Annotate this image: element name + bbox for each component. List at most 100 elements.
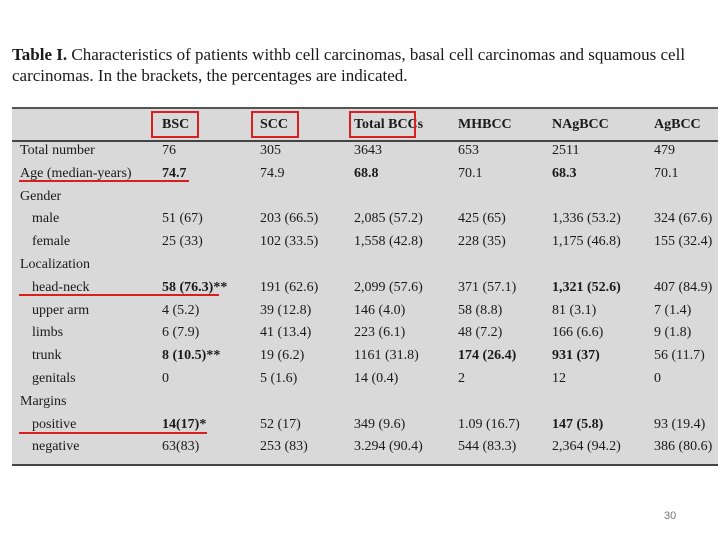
table-cell: 3643 — [354, 143, 382, 158]
table-cell: 425 (65) — [458, 211, 506, 227]
table-header-rule — [12, 140, 718, 142]
table-cell: 6 (7.9) — [162, 325, 200, 341]
table-cell: 2,085 (57.2) — [354, 211, 423, 227]
col-header-mhbcc: MHBCC — [458, 117, 512, 132]
table-cell: 14(17)* — [162, 416, 207, 432]
row-label: positive — [32, 416, 77, 432]
table-cell: 147 (5.8) — [552, 416, 604, 432]
table-row: Gender — [12, 187, 718, 210]
col-header-agbcc: AgBCC — [654, 117, 701, 132]
table-cell: 2 — [458, 371, 465, 386]
table-row: head-neck 58 (76.3)** 191 (62.6) 2,099 (57.… — [12, 278, 718, 301]
table-cell: 1.09 (16.7) — [458, 416, 520, 432]
page-number: 30 — [664, 510, 677, 522]
table-cell: 0 — [654, 371, 661, 386]
table-cell: 1,558 (42.8) — [354, 234, 423, 250]
table-cell: 7 (1.4) — [654, 302, 692, 318]
table-row: upper arm 4 (5.2) 39 (12.8) 146 (4.0) 58 (8.… — [12, 301, 718, 324]
table-cell: 41 (13.4) — [260, 325, 312, 341]
table-cell: 9 (1.8) — [654, 325, 692, 341]
table-cell: 74.9 — [260, 165, 285, 181]
table-top-rule — [12, 107, 718, 109]
row-label: Age (median-years) — [20, 165, 132, 181]
table-cell: 81 (3.1) — [552, 302, 597, 318]
table-cell: 52 (17) — [260, 416, 301, 432]
row-label: limbs — [32, 325, 64, 341]
table-cell: 166 (6.6) — [552, 325, 604, 341]
table-cell: 68.3 — [552, 165, 577, 181]
table-cell: 1161 (31.8) — [354, 348, 419, 364]
table-cell: 14 (0.4) — [354, 371, 399, 386]
table-row: male 51 (67) 203 (66.5) 2,085 (57.2) 425 (65… — [12, 209, 718, 232]
table-cell: 371 (57.1) — [458, 279, 517, 295]
underline-positive — [19, 432, 207, 434]
table-cell: 12 — [552, 371, 566, 386]
table-cell: 93 (19.4) — [654, 416, 706, 432]
table-row: Age (median-years) 74.7 74.9 68.8 70.1 68.3 70… — [12, 164, 718, 187]
table-cell: 51 (67) — [162, 211, 203, 227]
caption-label: Table I. — [12, 45, 68, 64]
table-cell: 70.1 — [458, 165, 483, 181]
table-bottom-rule — [12, 464, 718, 466]
table-cell: 68.8 — [354, 165, 379, 181]
row-label: trunk — [32, 348, 62, 364]
table-row: limbs 6 (7.9) 41 (13.4) 223 (6.1) 48 (7.2) 16… — [12, 323, 718, 346]
table-cell: 58 (76.3)** — [162, 279, 228, 295]
table-cell: 8 (10.5)** — [162, 348, 221, 364]
table-cell: 386 (80.6) — [654, 439, 713, 455]
table-cell: 70.1 — [654, 165, 679, 181]
table-cell: 479 — [654, 143, 675, 158]
table-row: positive 14(17)* 52 (17) 349 (9.6) 1.09 (16.… — [12, 415, 718, 438]
table-cell: 223 (6.1) — [354, 325, 406, 341]
table-cell: 1,321 (52.6) — [552, 279, 621, 295]
col-header-scc: SCC — [260, 117, 289, 132]
table-cell: 4 (5.2) — [162, 302, 200, 318]
col-header-total-bccs: Total BCCs — [354, 117, 424, 132]
table-cell: 19 (6.2) — [260, 348, 305, 364]
table-row: female 25 (33) 102 (33.5) 1,558 (42.8) 228 (… — [12, 232, 718, 255]
table-cell: 1,336 (53.2) — [552, 211, 621, 227]
table-cell: 5 (1.6) — [260, 371, 298, 386]
highlight-box-total-bccs — [349, 111, 416, 138]
table-cell: 2,364 (94.2) — [552, 439, 621, 455]
table-cell: 2511 — [552, 143, 580, 158]
highlight-box-bsc — [151, 111, 199, 138]
table-cell: 74.7 — [162, 165, 187, 181]
row-label: upper arm — [32, 302, 90, 318]
table-row: genitals 0 5 (1.6) 14 (0.4) 2 12 0 — [12, 369, 718, 392]
table-cell: 324 (67.6) — [654, 211, 713, 227]
table-cell: 407 (84.9) — [654, 279, 713, 295]
table-caption: Table I. Characteristics of patients wit… — [12, 44, 717, 86]
underline-age — [19, 180, 189, 182]
table-cell: 146 (4.0) — [354, 302, 406, 318]
row-label: negative — [32, 439, 80, 455]
table-cell: 931 (37) — [552, 348, 600, 364]
table-cell: 25 (33) — [162, 234, 203, 250]
table-cell: 48 (7.2) — [458, 325, 503, 341]
row-label: head-neck — [32, 279, 90, 295]
highlight-box-scc — [251, 111, 299, 138]
table-cell: 253 (83) — [260, 439, 308, 455]
table-cell: 155 (32.4) — [654, 234, 713, 250]
table-cell: 228 (35) — [458, 234, 506, 250]
table-cell: 63(83) — [162, 439, 200, 455]
table-cell: 56 (11.7) — [654, 348, 705, 364]
table-cell: 653 — [458, 143, 479, 158]
table-cell: 58 (8.8) — [458, 302, 503, 318]
table-cell: 39 (12.8) — [260, 302, 312, 318]
table-cell: 102 (33.5) — [260, 234, 319, 250]
table-cell: 203 (66.5) — [260, 211, 319, 227]
table-row: Margins — [12, 392, 718, 415]
table-cell: 305 — [260, 143, 281, 158]
col-header-bsc: BSC — [162, 117, 190, 132]
data-table: BSC SCC Total BCCs MHBCC NAgBCC AgBCC To… — [12, 107, 718, 466]
underline-head-neck — [19, 294, 219, 296]
table-cell: 191 (62.6) — [260, 279, 319, 295]
table-cell: 1,175 (46.8) — [552, 234, 621, 250]
row-label: female — [32, 234, 71, 250]
table-row: Total number 76 305 3643 653 2511 479 — [12, 141, 718, 164]
table-cell: 349 (9.6) — [354, 416, 406, 432]
row-label: Localization — [20, 257, 90, 272]
table-cell: 544 (83.3) — [458, 439, 517, 455]
table-cell: 0 — [162, 371, 169, 386]
